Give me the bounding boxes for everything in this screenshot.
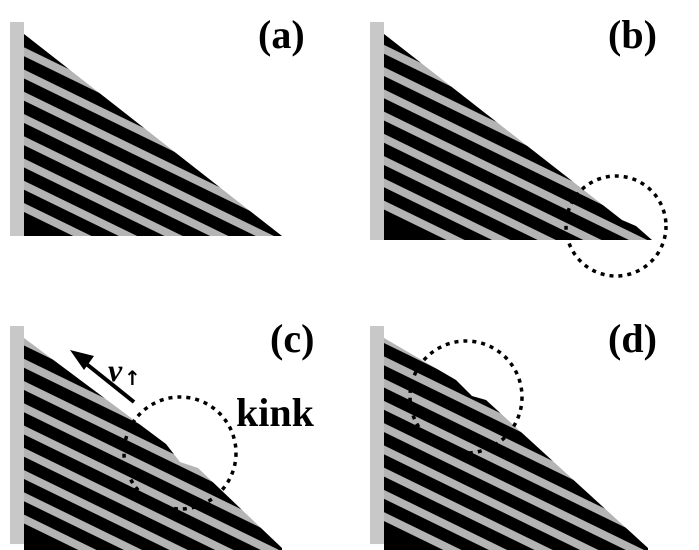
panel-b-base-shadow (384, 222, 420, 240)
panel-b-stripe-triangle (384, 34, 652, 240)
panel-c-stripe-triangle (24, 338, 282, 550)
panel-b: (b) (370, 12, 668, 278)
velocity-arrow-shaft (82, 360, 136, 404)
panel-a-base-shadow (24, 222, 60, 236)
panel-d-base-shadow (384, 528, 420, 550)
panel-a: (a) (10, 12, 305, 236)
panel-c-label: (c) (270, 316, 314, 361)
panel-a-wall (10, 22, 24, 236)
panel-a-label: (a) (258, 12, 305, 57)
panel-a-stripe-triangle (24, 34, 282, 236)
panel-d: (d) (370, 316, 657, 550)
velocity-arrow (70, 350, 136, 404)
panel-d-label: (d) (608, 316, 657, 361)
panel-c-kink-circle (122, 395, 238, 511)
panel-b-label: (b) (608, 12, 657, 57)
panel-c-wall (10, 326, 24, 544)
kink-label: kink (236, 390, 315, 435)
panel-b-highlight-circle (564, 174, 668, 278)
panel-d-stripe-triangle (384, 338, 648, 550)
velocity-arrow-head (70, 350, 94, 370)
panel-c-base-shadow (24, 528, 62, 550)
velocity-symbol: v (108, 352, 123, 388)
panel-b-wall (370, 22, 384, 240)
panel-d-highlight-circle (408, 339, 524, 455)
panel-c: v ↑ kink (c) (10, 316, 315, 550)
velocity-subscript: ↑ (124, 366, 141, 390)
panel-d-wall (370, 326, 384, 544)
